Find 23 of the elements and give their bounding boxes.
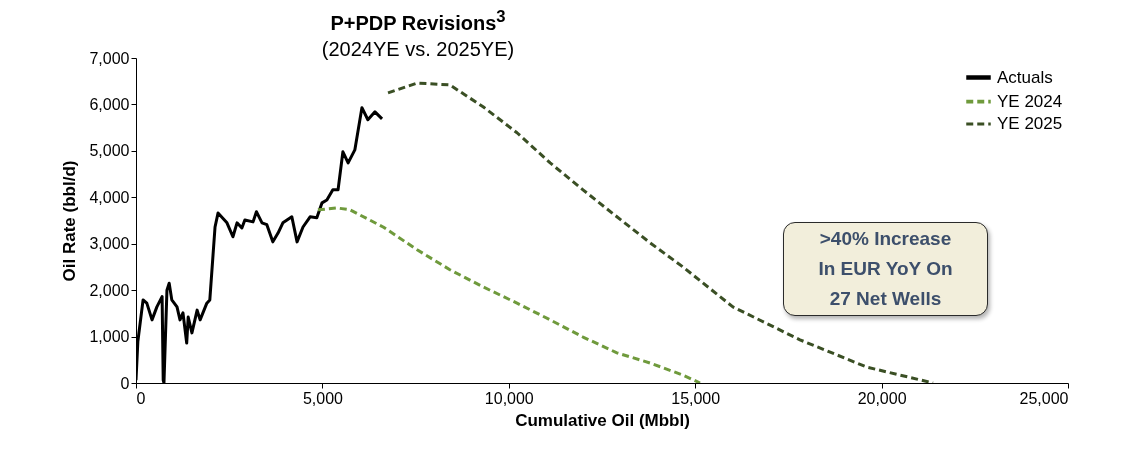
y-tick-label: 6,000 [89, 95, 130, 113]
y-tick-label: 1,000 [89, 328, 130, 346]
x-tick-label: 25,000 [1019, 389, 1069, 407]
callout-box: >40% Increase In EUR YoY On 27 Net Wells [783, 222, 988, 316]
y-tick-label: 2,000 [89, 281, 130, 299]
legend-label: YE 2024 [997, 91, 1063, 111]
x-axis-title: Cumulative Oil (Mbbl) [515, 410, 690, 430]
y-tick-label: 4,000 [89, 188, 130, 206]
x-tick-label: 20,000 [857, 389, 907, 407]
y-tick-label: 7,000 [89, 49, 130, 67]
y-tick-label: 5,000 [89, 142, 130, 160]
y-tick-label: 3,000 [89, 235, 130, 253]
y-tick-label: 0 [120, 374, 130, 392]
x-tick-label: 10,000 [484, 389, 534, 407]
chart-subtitle: (2024YE vs. 2025YE) [320, 36, 516, 62]
line-series [316, 206, 702, 383]
legend-label: Actuals [997, 67, 1053, 87]
x-tick-label: 15,000 [671, 389, 721, 407]
chart-title: P+PDP Revisions$^{3}$ [329, 6, 507, 36]
legend-label: YE 2025 [997, 114, 1063, 133]
x-tick-label: 0 [136, 389, 146, 407]
x-tick-label: 5,000 [302, 389, 344, 407]
y-axis-title: Oil Rate (bbl/d) [60, 160, 80, 282]
